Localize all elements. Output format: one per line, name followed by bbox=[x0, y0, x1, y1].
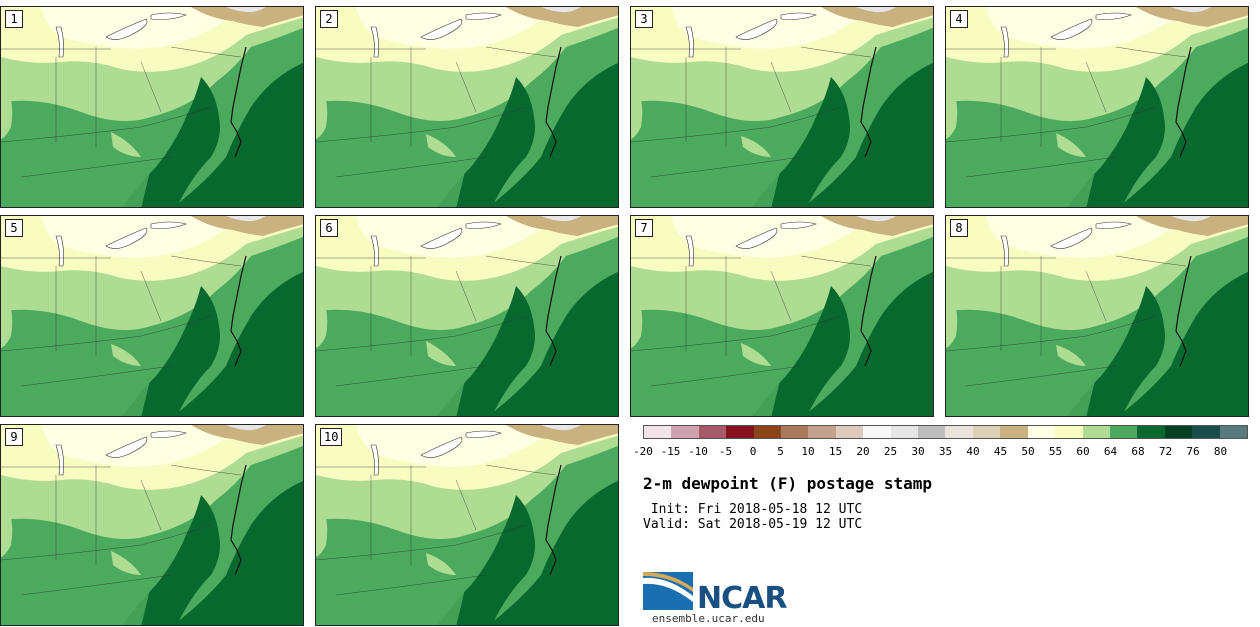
dewpoint-map bbox=[1, 216, 303, 416]
colorbar-swatch bbox=[1219, 426, 1247, 438]
ensemble-member-panel: 6 bbox=[315, 215, 619, 417]
colorbar-swatch bbox=[671, 426, 699, 438]
site-url: ensemble.ucar.edu bbox=[652, 612, 765, 625]
colorbar-tick-label: 80 bbox=[1213, 445, 1228, 458]
dewpoint-map bbox=[316, 425, 618, 625]
ensemble-member-panel: 3 bbox=[630, 6, 934, 208]
ncar-logo-text: NCAR bbox=[697, 581, 787, 616]
colorbar-tick-label: 76 bbox=[1186, 445, 1200, 458]
dewpoint-map bbox=[946, 7, 1248, 207]
colorbar-tick-label: 25 bbox=[883, 445, 898, 458]
colorbar-tick-label: 68 bbox=[1131, 445, 1145, 458]
dewpoint-map bbox=[631, 216, 933, 416]
colorbar-tick-label: 50 bbox=[1021, 445, 1035, 458]
colorbar-tick-label: 20 bbox=[856, 445, 870, 458]
member-label: 9 bbox=[5, 428, 23, 446]
colorbar-swatch bbox=[808, 426, 836, 438]
ensemble-member-panel: 5 bbox=[0, 215, 304, 417]
colorbar-swatch bbox=[1027, 426, 1056, 438]
colorbar-swatch bbox=[1137, 426, 1165, 438]
colorbar bbox=[643, 425, 1248, 439]
dewpoint-map bbox=[946, 216, 1248, 416]
colorbar-tick-label: -20 bbox=[633, 445, 653, 458]
colorbar-ticks: -20 -15 -10 -5 0 5 10 15 20 25 30 35 40 45 50 55 60 64 68 7… bbox=[633, 445, 1248, 459]
ensemble-member-panel: 7 bbox=[630, 215, 934, 417]
ensemble-member-panel: 4 bbox=[945, 6, 1249, 208]
colorbar-swatch bbox=[726, 426, 754, 438]
member-label: 3 bbox=[635, 10, 653, 28]
colorbar-swatch bbox=[890, 426, 919, 438]
colorbar-swatch bbox=[698, 426, 727, 438]
ensemble-member-panel: 1 bbox=[0, 6, 304, 208]
ncar-logo-icon bbox=[643, 572, 693, 610]
colorbar-swatch bbox=[918, 426, 946, 438]
figure-title: 2-m dewpoint (F) postage stamp bbox=[643, 474, 932, 493]
dewpoint-map bbox=[1, 425, 303, 625]
colorbar-tick-label: -15 bbox=[660, 445, 681, 458]
member-label: 7 bbox=[635, 219, 653, 237]
colorbar-tick-label: 45 bbox=[993, 445, 1008, 458]
colorbar-tick-label: 60 bbox=[1076, 445, 1090, 458]
colorbar-tick-label: 5 bbox=[777, 445, 784, 458]
member-label: 8 bbox=[950, 219, 968, 237]
member-label: 2 bbox=[320, 10, 338, 28]
member-label: 4 bbox=[950, 10, 968, 28]
colorbar-swatch bbox=[1192, 426, 1220, 438]
colorbar-swatch bbox=[1000, 426, 1028, 438]
ensemble-member-panel: 10 bbox=[315, 424, 619, 626]
colorbar-swatch bbox=[1164, 426, 1193, 438]
colorbar-swatch bbox=[781, 426, 809, 438]
dewpoint-map bbox=[631, 7, 933, 207]
colorbar-swatch bbox=[1055, 426, 1083, 438]
colorbar-tick-label: 72 bbox=[1158, 445, 1173, 458]
dewpoint-map bbox=[316, 216, 618, 416]
colorbar-tick-label: 10 bbox=[801, 445, 815, 458]
colorbar-tick-label: -5 bbox=[718, 445, 733, 458]
colorbar-tick-label: 35 bbox=[938, 445, 953, 458]
ensemble-member-panel: 2 bbox=[315, 6, 619, 208]
colorbar-tick-label: 55 bbox=[1048, 445, 1063, 458]
member-label: 5 bbox=[5, 219, 23, 237]
dewpoint-map bbox=[1, 7, 303, 207]
member-label: 1 bbox=[5, 10, 23, 28]
dewpoint-map bbox=[316, 7, 618, 207]
colorbar-swatch bbox=[863, 426, 891, 438]
colorbar-tick-label: 0 bbox=[749, 445, 757, 458]
colorbar-tick-label: -10 bbox=[688, 445, 708, 458]
colorbar-swatch bbox=[835, 426, 864, 438]
valid-time: Valid: Sat 2018-05-19 12 UTC bbox=[643, 517, 863, 532]
member-label: 6 bbox=[320, 219, 338, 237]
ensemble-member-panel: 9 bbox=[0, 424, 304, 626]
colorbar-swatch bbox=[1109, 426, 1138, 438]
colorbar-tick-label: 64 bbox=[1103, 445, 1118, 458]
colorbar-swatch bbox=[753, 426, 782, 438]
member-label: 10 bbox=[320, 428, 343, 446]
colorbar-swatch bbox=[1082, 426, 1110, 438]
colorbar-tick-label: 40 bbox=[966, 445, 980, 458]
colorbar-swatch bbox=[972, 426, 1001, 438]
colorbar-tick-label: 30 bbox=[911, 445, 925, 458]
colorbar-swatch bbox=[945, 426, 973, 438]
ensemble-member-panel: 8 bbox=[945, 215, 1249, 417]
init-time: Init: Fri 2018-05-18 12 UTC bbox=[643, 502, 863, 517]
colorbar-tick-label: 15 bbox=[828, 445, 843, 458]
colorbar-swatch bbox=[644, 426, 672, 438]
